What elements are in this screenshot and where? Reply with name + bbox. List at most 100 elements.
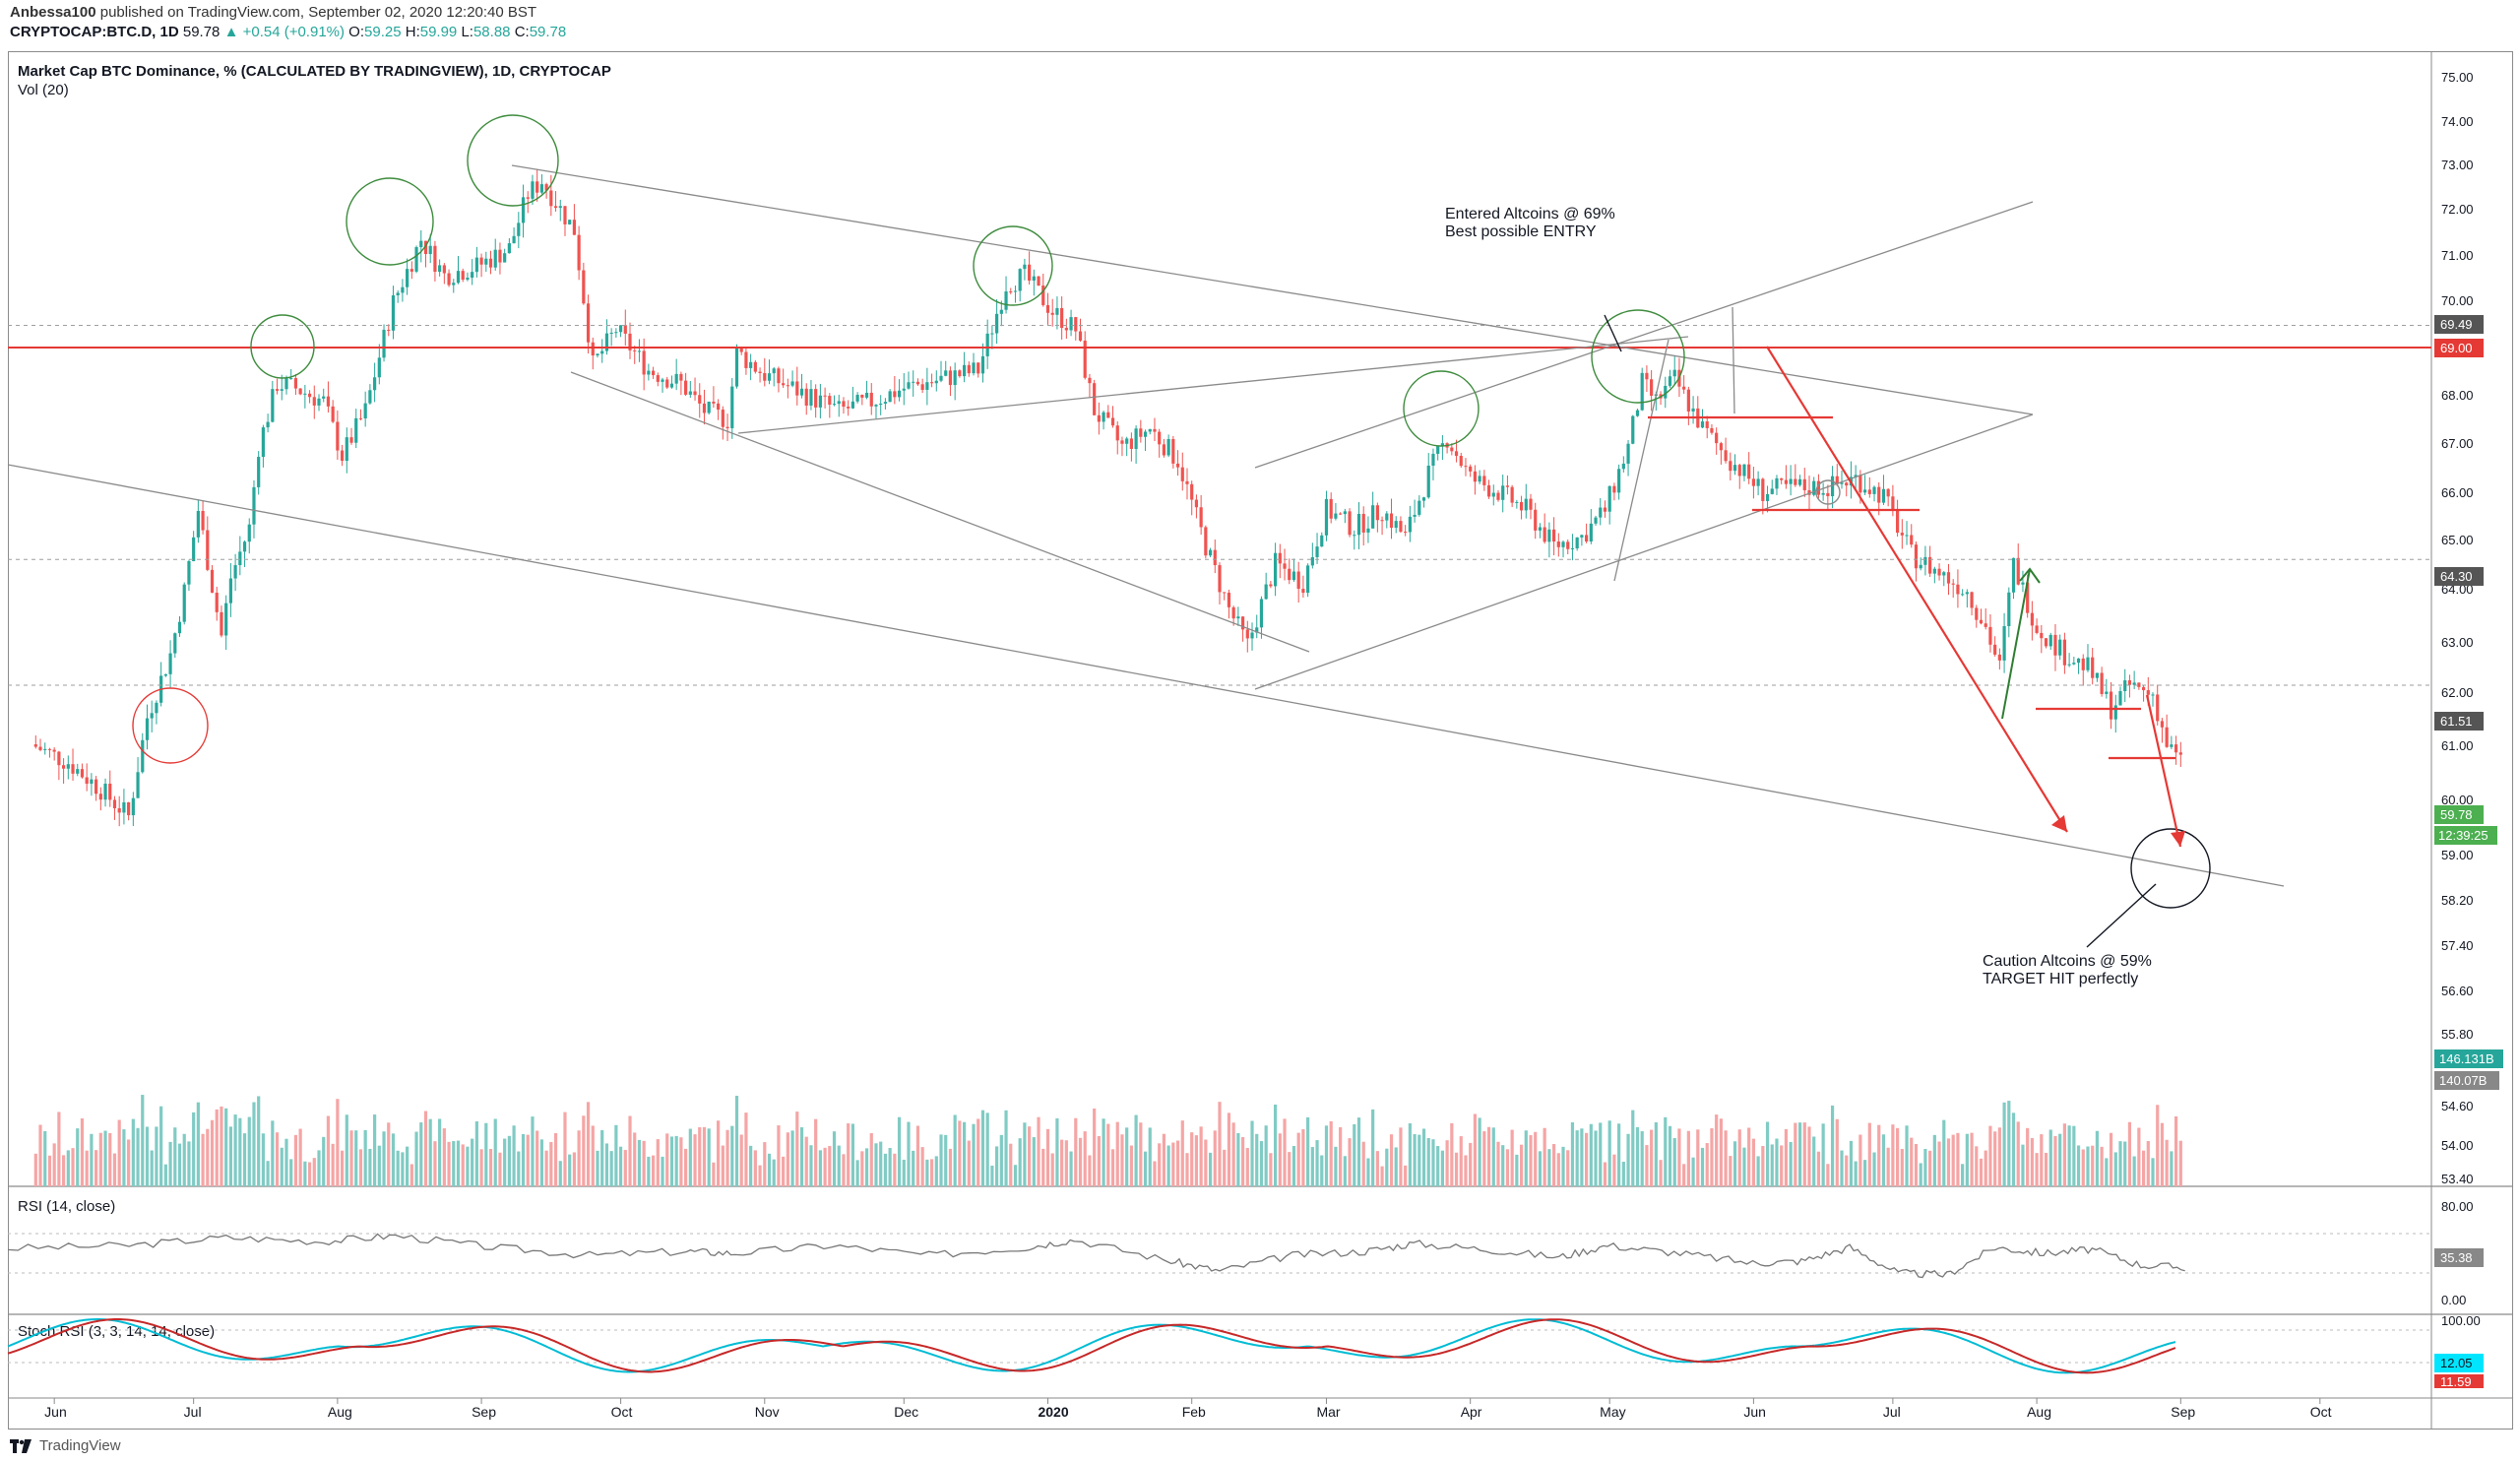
volume-bar xyxy=(684,1148,688,1186)
candle-body xyxy=(1742,464,1746,477)
volume-bar xyxy=(488,1149,493,1186)
volume-bar xyxy=(461,1144,465,1186)
volume-bar xyxy=(2095,1130,2100,1186)
candle-body xyxy=(1997,654,2001,661)
candle-body xyxy=(289,378,293,380)
volume-bar xyxy=(1928,1150,1932,1186)
tradingview-logo[interactable]: TradingView xyxy=(10,1437,121,1454)
rsi-line xyxy=(7,1233,2431,1279)
footer: TradingView xyxy=(8,1430,2513,1462)
candle-body xyxy=(1227,593,1231,607)
candle-body xyxy=(377,357,381,378)
volume-bar xyxy=(433,1141,437,1186)
candle-body xyxy=(90,779,94,785)
volume-bar xyxy=(1812,1136,1816,1186)
volume-bar xyxy=(855,1160,859,1186)
volume-bar xyxy=(1742,1147,1746,1186)
volume-bar xyxy=(842,1154,846,1186)
candle-body xyxy=(2132,682,2136,685)
volume-bar xyxy=(1050,1153,1054,1186)
candle-body xyxy=(303,393,307,395)
candle-body xyxy=(953,370,957,386)
candle-body xyxy=(1821,492,1825,495)
volume-bar xyxy=(1732,1141,1737,1186)
candle-body xyxy=(1175,463,1180,468)
candle-body xyxy=(1120,440,1124,444)
volume-bar xyxy=(354,1130,358,1186)
volume-bar xyxy=(1715,1114,1719,1186)
candle-body xyxy=(647,370,651,375)
volume-bar xyxy=(293,1134,298,1186)
volume-bar xyxy=(326,1115,331,1186)
candles xyxy=(33,168,2182,827)
volume-bar xyxy=(558,1161,562,1186)
candle-body xyxy=(814,389,818,408)
candle-body xyxy=(2002,625,2006,661)
candle-body xyxy=(1315,546,1319,557)
volume-bar xyxy=(1659,1160,1663,1186)
volume-bar xyxy=(1334,1146,1338,1186)
volume-bar xyxy=(1538,1151,1543,1186)
price-tick: 65.00 xyxy=(2441,533,2474,547)
volume-bar xyxy=(452,1141,456,1186)
volume-bar xyxy=(1296,1132,1300,1186)
trendline xyxy=(7,464,2285,887)
candle-body xyxy=(744,351,748,368)
candle-body xyxy=(2026,582,2030,613)
candle-body xyxy=(2067,664,2071,666)
volume-bar xyxy=(1459,1136,1463,1186)
volume-bar xyxy=(507,1135,511,1186)
volume-bar xyxy=(1761,1146,1765,1186)
volume-bar xyxy=(1886,1147,1890,1186)
candle-body xyxy=(312,397,316,406)
candle-body xyxy=(2095,672,2100,678)
candle-body xyxy=(1399,521,1403,533)
volume-bar xyxy=(71,1148,75,1186)
candle-body xyxy=(888,391,892,403)
candle-body xyxy=(1751,478,1755,486)
trendline xyxy=(570,371,1310,653)
candle-body xyxy=(1710,427,1714,433)
volume-bar xyxy=(57,1112,61,1186)
candle-body xyxy=(433,245,437,273)
volume-bar xyxy=(1329,1120,1333,1186)
volume-bar xyxy=(1273,1104,1278,1186)
publish-date: published on TradingView.com, September … xyxy=(99,4,537,21)
volume-bar xyxy=(1380,1166,1384,1186)
candle-body xyxy=(150,713,154,719)
volume-bar xyxy=(915,1125,920,1186)
candle-body xyxy=(712,401,716,404)
volume-bar xyxy=(1269,1153,1273,1186)
candle-body xyxy=(1028,264,1032,281)
candle-body xyxy=(85,777,89,785)
candle-body xyxy=(1292,571,1296,581)
symbol-line: CRYPTOCAP:BTC.D, 1D 59.78 ▲ +0.54 (+0.91… xyxy=(10,24,566,40)
candle-body xyxy=(1361,513,1365,533)
candle-body xyxy=(1431,453,1435,467)
volume-bar xyxy=(280,1147,284,1186)
candle-body xyxy=(1208,549,1213,556)
candle-body xyxy=(1988,626,1992,645)
chart-frame[interactable] xyxy=(8,51,2513,1430)
volume-bar xyxy=(1594,1130,1598,1186)
volume-bar xyxy=(879,1141,883,1186)
volume-bar xyxy=(604,1143,609,1186)
candle-body xyxy=(471,272,474,279)
candle-body xyxy=(1306,565,1310,594)
volume-bar xyxy=(257,1096,261,1186)
volume-bar xyxy=(637,1139,642,1186)
candle-body xyxy=(897,390,902,398)
time-tick: 2020 xyxy=(1038,1404,1068,1420)
candle-body xyxy=(76,769,80,774)
volume-bar xyxy=(962,1121,967,1186)
candle-body xyxy=(1421,497,1426,501)
volume-bar xyxy=(1306,1116,1310,1186)
candle-body xyxy=(307,393,312,398)
volume-bar xyxy=(717,1120,721,1186)
volume-bar xyxy=(2072,1125,2076,1186)
volume-bar xyxy=(1524,1130,1528,1186)
volume-bar xyxy=(438,1118,442,1186)
candle-body xyxy=(2076,658,2081,664)
volume-bar xyxy=(210,1119,215,1186)
